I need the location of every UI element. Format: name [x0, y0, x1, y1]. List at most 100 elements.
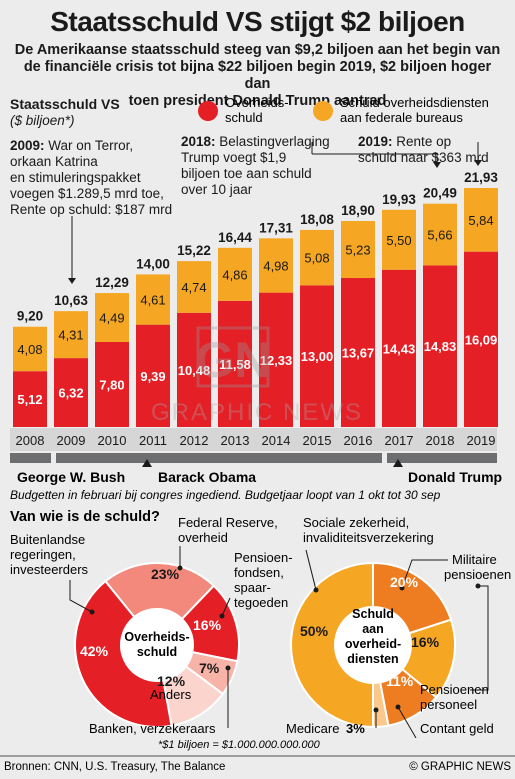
leader-dot	[399, 585, 405, 591]
president-label: Donald Trump	[408, 469, 502, 485]
subtitle-line: De Amerikaanse staatsschuld steeg van $9…	[14, 42, 501, 58]
bar-value-label: 12,33	[260, 353, 293, 368]
pie-label: Banken, verzekeraars	[89, 721, 216, 736]
pie-label: spaar-	[234, 580, 271, 595]
annotation-line: voegen $1.289,5 mrd toe,	[10, 186, 164, 201]
pie-label: Federal Reserve,	[178, 515, 278, 530]
bar-value-label: 5,12	[17, 392, 42, 407]
bar-overheidsschuld	[259, 292, 293, 427]
legend-swatch-red	[198, 101, 218, 121]
annotation-2018: 2018: Belastingverlaging Trump voegt $1,…	[181, 134, 330, 198]
annotation-line: biljoen toe aan schuld	[181, 166, 312, 181]
pie-value-label: 16%	[411, 634, 440, 650]
bar-federale-bureaus	[177, 261, 211, 313]
leader-dot	[219, 613, 225, 619]
bar-overheidsschuld	[300, 285, 334, 427]
annotation-line: orkaan Katrina	[10, 154, 98, 169]
bar-value-label: 4,86	[222, 267, 247, 282]
tick-label: 2011	[139, 433, 167, 448]
bar-total-label: 15,22	[177, 243, 211, 258]
annotation-arrow	[474, 160, 482, 166]
annotation-leaders	[71, 142, 479, 278]
annotation-year: 2009:	[10, 138, 45, 153]
watermark-logo-frame	[196, 326, 270, 388]
president-bar-bush	[10, 453, 51, 463]
pie-label: investeerders	[10, 562, 89, 577]
bar-total-label: 18,90	[341, 203, 375, 218]
pie-label: Contant geld	[420, 721, 494, 736]
bar-overheidsschuld	[136, 324, 170, 427]
annotation-arrow	[68, 278, 76, 284]
legend-label: aan federale bureaus	[340, 110, 463, 125]
annotation-arrow	[433, 162, 441, 168]
subtitle-line: de financiële crisis tot bijna $22 biljo…	[23, 59, 492, 92]
pie-value-label: 3%	[346, 721, 365, 736]
president-bar-trump	[387, 453, 497, 463]
chart-unit-label: ($ biljoen*)	[10, 113, 75, 128]
chart-title: Staatsschuld VS	[10, 96, 120, 112]
tick-label: 2016	[344, 433, 373, 448]
pie-label: Pensioen-	[234, 550, 293, 565]
tick-label: 2017	[385, 433, 414, 448]
pie-label: pensioenen	[444, 567, 511, 582]
tick-label: 2008	[16, 433, 45, 448]
bar-total-label: 17,31	[259, 220, 293, 235]
bar-overheidsschuld	[95, 341, 129, 427]
annotation-line: War on Terror,	[48, 138, 134, 153]
bar-value-label: 6,32	[58, 386, 83, 401]
pie-label: Anders	[150, 687, 192, 702]
bar-value-label: 4,31	[58, 328, 83, 343]
bar-overheidsschuld	[13, 371, 47, 427]
bar-value-label: 5,50	[386, 233, 411, 248]
bar-value-label: 5,66	[427, 228, 452, 243]
annotation-2009: 2009: War on Terror, orkaan Katrina en s…	[10, 138, 172, 218]
pie-center-label: Overheids-	[124, 630, 189, 644]
bar-total-label: 16,44	[218, 230, 252, 245]
bar-value-label: 5,08	[304, 251, 329, 266]
page-subtitle: De Amerikaanse staatsschuld steeg van $9…	[12, 42, 503, 110]
leader-dot	[225, 665, 231, 671]
footnote: *$1 biljoen = $1.000.000.000.000	[158, 739, 321, 751]
legend-label: Schuld overheidsdiensten	[340, 95, 489, 110]
bar-overheidsschuld	[218, 300, 252, 427]
bar-total-label: 20,49	[423, 186, 457, 201]
tick-label: 2019	[467, 433, 496, 448]
pie-center-label: diensten	[347, 652, 398, 666]
bar-value-label: 16,09	[465, 332, 498, 347]
bar-total-label: 10,63	[54, 293, 88, 308]
bar-value-label: 5,84	[468, 213, 493, 228]
pie-value-label: 16%	[193, 617, 222, 633]
pie-value-label: 50%	[300, 623, 329, 639]
watermark-logo: GN	[196, 332, 271, 388]
pie-label: Militaire	[452, 552, 497, 567]
president-bar-obama	[56, 453, 382, 463]
pie-center-label: overheid-	[345, 637, 401, 651]
bar-group: 5,12 4,08 9,20 6,32 4,31 10,63 7,80 4,49 12,29 9,…	[13, 170, 498, 427]
pie-label: overheid	[178, 530, 228, 545]
sources: Bronnen: CNN, U.S. Treasury, The Balance	[4, 761, 225, 773]
bar-federale-bureaus	[54, 311, 88, 359]
legend-swatch-orange	[313, 101, 333, 121]
leader-dot	[475, 583, 481, 589]
pie-value-label: 20%	[390, 574, 419, 590]
annotation-line: Rente op schuld: $187 mrd	[10, 202, 173, 217]
annotation-year: 2019:	[358, 134, 393, 149]
bar-federale-bureaus	[218, 247, 252, 301]
bar-overheidsschuld	[382, 269, 416, 427]
inauguration-arrow	[142, 459, 152, 467]
pie-label: fondsen,	[234, 565, 284, 580]
leader-dot	[177, 565, 183, 571]
tick-label: 2009	[57, 433, 86, 448]
pie-value-label: 23%	[151, 566, 180, 582]
bar-federale-bureaus	[136, 274, 170, 325]
bar-value-label: 4,49	[99, 311, 124, 326]
pie-overheidsschuld	[74, 562, 240, 728]
watermark: GN GRAPHIC NEWS	[151, 326, 361, 426]
bar-value-label: 9,39	[140, 369, 165, 384]
pie-section-title: Van wie is de schuld?	[10, 509, 160, 525]
bar-value-label: 5,23	[345, 243, 370, 258]
bar-total-label: 19,93	[382, 192, 416, 207]
bar-federale-bureaus	[259, 238, 293, 293]
pie-center-label: aan	[362, 622, 384, 636]
